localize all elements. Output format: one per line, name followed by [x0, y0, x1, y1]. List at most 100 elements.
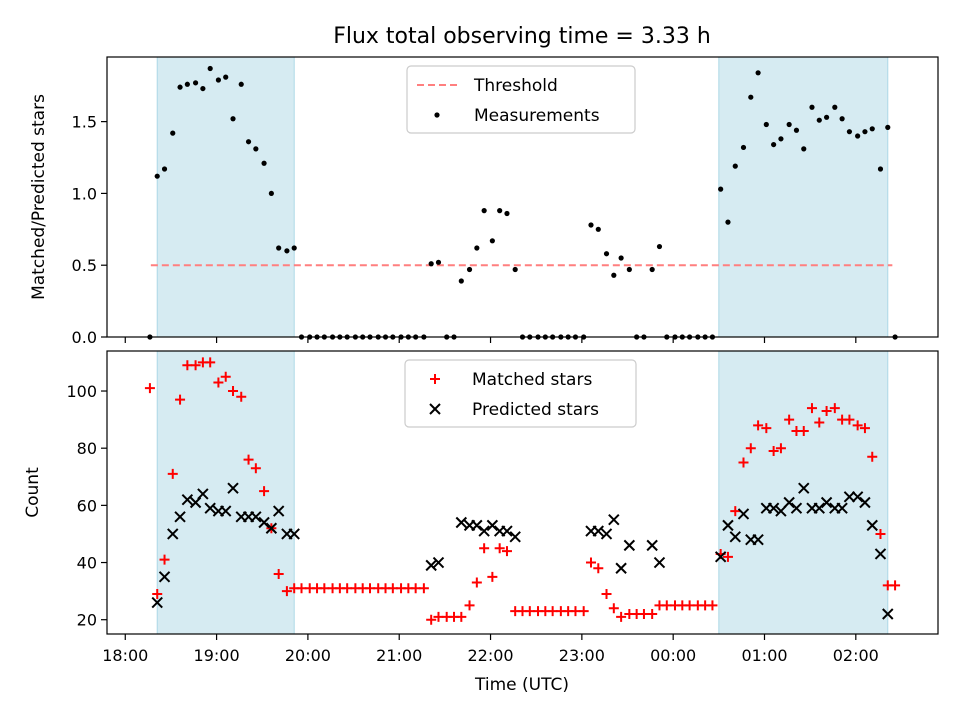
data-point: [471, 519, 483, 532]
data-point: [425, 559, 437, 572]
data-point: [250, 511, 262, 523]
data-point: [456, 611, 467, 622]
data-point: [806, 403, 817, 414]
data-point: [882, 608, 894, 620]
data-point: [877, 166, 884, 172]
data-point: [592, 525, 605, 537]
data-point: [714, 551, 727, 563]
data-point: [649, 266, 655, 273]
data-point: [501, 546, 512, 557]
data-point: [867, 451, 878, 462]
data-point: [775, 505, 787, 517]
axes-frame: [106, 56, 939, 338]
data-point: [205, 357, 216, 368]
data-point: [261, 160, 267, 166]
data-point: [740, 144, 747, 151]
data-point: [272, 505, 285, 517]
data-point: [161, 166, 168, 172]
y-tick-label: 20: [77, 611, 97, 630]
data-point: [471, 577, 482, 588]
data-point: [585, 557, 596, 568]
data-point: [284, 248, 290, 254]
data-point: [504, 210, 510, 217]
count-panel: 20 40 60 80 100 18:00 19:00 20:00 21:00 22:00 23:0…: [23, 350, 939, 665]
legend: Matched stars Predicted stars: [404, 359, 637, 428]
data-point: [707, 600, 718, 611]
data-point: [874, 548, 887, 560]
data-point: [761, 423, 772, 434]
data-point: [276, 245, 282, 251]
data-point: [603, 251, 610, 257]
data-point: [737, 508, 750, 520]
data-point: [851, 491, 864, 503]
data-point: [821, 406, 832, 417]
data-point: [616, 611, 627, 622]
data-point: [626, 266, 632, 273]
y-tick-label: 60: [77, 496, 97, 515]
data-point: [245, 139, 252, 145]
data-point: [798, 482, 810, 494]
data-point: [608, 603, 619, 614]
data-point: [615, 562, 627, 574]
data-point: [588, 222, 594, 228]
data-point: [435, 259, 442, 265]
data-point: [593, 563, 604, 574]
y-tick-label: 1.5: [72, 113, 97, 132]
data-point: [816, 117, 822, 123]
data-point: [175, 394, 186, 405]
data-point: [200, 85, 206, 92]
data-point: [512, 266, 518, 273]
data-point: [167, 528, 179, 540]
data-point: [418, 583, 429, 594]
data-point: [144, 383, 155, 394]
data-point: [243, 454, 254, 465]
x-tick-label: 02:00: [833, 646, 879, 665]
data-point: [207, 65, 213, 72]
data-point: [509, 531, 521, 543]
data-point: [852, 420, 863, 431]
data-point: [281, 586, 292, 597]
x-tick-label: 19:00: [194, 646, 240, 665]
data-point: [177, 84, 183, 90]
data-point: [432, 556, 445, 569]
y-axis-label: Matched/Predicted stars: [29, 94, 49, 300]
data-point: [181, 493, 194, 506]
legend-box: [404, 359, 637, 428]
legend-label: Matched stars: [472, 370, 592, 390]
data-point: [814, 417, 825, 428]
data-point: [748, 94, 754, 100]
data-point: [197, 488, 209, 500]
y-tick-label: 0.5: [72, 256, 97, 275]
data-point: [204, 502, 216, 514]
data-point: [778, 136, 784, 142]
data-point: [158, 571, 171, 583]
data-point: [455, 516, 468, 529]
data-point: [288, 528, 300, 540]
y-tick-label: 100: [66, 382, 97, 401]
legend-cross-swatch: [429, 403, 441, 415]
data-point: [859, 496, 871, 509]
data-point: [428, 261, 434, 267]
x-tick-label: 22:00: [467, 646, 513, 665]
data-point: [174, 511, 186, 523]
data-point: [501, 525, 513, 537]
data-point: [771, 141, 777, 148]
data-point: [885, 124, 891, 130]
data-point: [809, 104, 815, 110]
y-tick-label: 40: [77, 554, 97, 573]
observing-span-1: [156, 56, 295, 338]
data-point: [578, 606, 589, 617]
x-axis-label: Time (UTC): [474, 675, 569, 695]
data-point: [753, 420, 764, 431]
data-point: [790, 502, 803, 514]
data-point: [458, 278, 464, 284]
data-point: [798, 426, 809, 437]
data-point: [223, 74, 229, 80]
data-point: [228, 386, 239, 397]
ratio-panel: 0.0 0.5 1.0 1.5 Matched/Predicted stars Thres…: [29, 56, 939, 347]
data-point: [486, 519, 499, 532]
x-tick-label: 18:00: [102, 646, 148, 665]
chart-title: Flux total observing time = 3.33 h: [333, 24, 711, 49]
data-point: [646, 539, 658, 552]
legend-label: Threshold: [473, 76, 558, 96]
